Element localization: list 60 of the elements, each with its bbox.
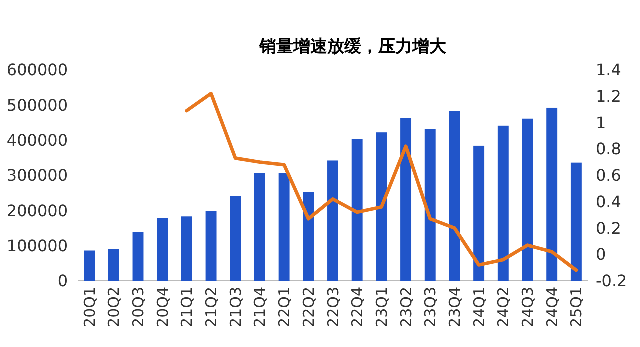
bar [352,139,363,281]
x-tick-label: 23Q2 [397,287,416,328]
x-tick-label: 21Q4 [251,287,270,328]
x-tick-label: 20Q3 [130,287,148,328]
x-tick-label: 22Q3 [324,287,342,328]
x-tick-label: 25Q1 [568,287,586,328]
y2-tick-label: -0.2 [596,272,628,291]
x-tick-label: 20Q2 [105,287,124,328]
x-tick-label: 21Q2 [202,287,221,328]
y2-tick-label: 1.4 [596,60,622,80]
bar [84,250,96,281]
bar [230,196,242,281]
bar [108,249,120,281]
x-tick-label: 23Q3 [422,287,440,328]
line-series [185,92,578,272]
y2-tick-label: 0.2 [596,218,622,238]
bar [132,232,144,281]
y2-tick-label: 1 [596,113,606,132]
bar [181,216,192,281]
bar [157,218,168,281]
bar [254,173,266,281]
x-tick-label: 24Q3 [519,287,537,328]
bar [400,118,412,281]
x-tick-label: 22Q1 [276,287,294,328]
y2-tick-label: 1.2 [596,86,622,106]
bar [449,111,460,281]
y2-tick-label: 0.8 [596,140,622,159]
bar [424,129,436,281]
x-tick-label: 22Q4 [348,287,367,328]
y-tick-label: 0 [58,272,68,291]
bar [303,192,314,281]
x-tick-label: 24Q4 [543,287,562,328]
x-tick-label: 23Q1 [372,287,391,328]
x-tick-label: 20Q4 [154,287,172,328]
x-tick-label: 22Q2 [300,287,318,328]
x-tick-label: 24Q1 [470,287,488,328]
bar [546,108,558,281]
bar [376,132,388,281]
bar [206,211,217,281]
y-tick-label: 400000 [6,130,68,150]
chart-title: 销量增速放缓，压力增大 [258,37,448,57]
x-tick-label: 23Q4 [446,287,464,328]
bar [328,160,338,281]
bar [278,173,290,281]
x-tick-label: 20Q1 [80,287,99,328]
y-tick-label: 500000 [6,96,68,115]
bar [522,118,534,281]
y-tick-label: 600000 [6,60,68,80]
y-tick-label: 100000 [6,236,68,256]
y2-tick-label: 0.6 [596,166,622,186]
y2-tick-label: 0 [596,245,606,264]
bar [498,126,509,281]
x-tick-label: 24Q2 [494,287,513,328]
x-tick-label: 21Q3 [226,287,245,328]
bar [570,162,582,281]
y-tick-label: 200000 [6,201,68,220]
y2-tick-label: 0.4 [596,192,622,212]
x-tick-label: 21Q1 [178,287,196,328]
bar [474,146,485,281]
y-tick-label: 300000 [6,166,68,186]
